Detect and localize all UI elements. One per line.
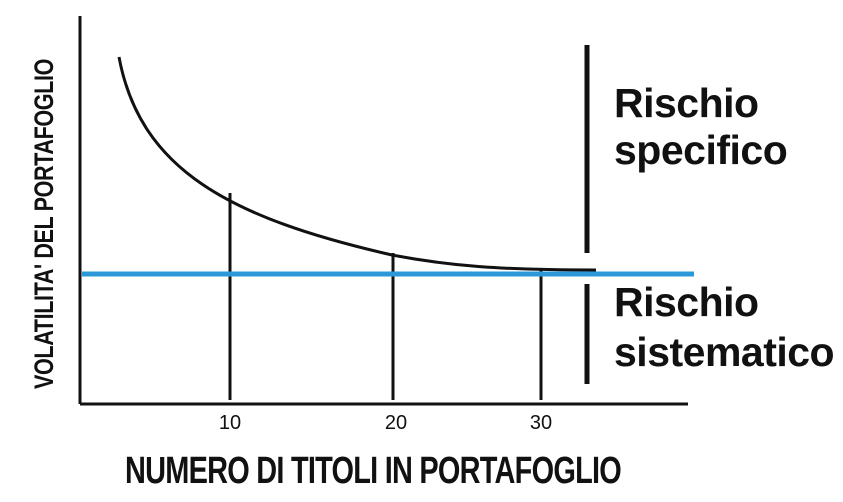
x-axis-title: NUMERO DI TITOLI IN PORTAFOGLIO bbox=[125, 450, 621, 492]
x-tick-label-10: 10 bbox=[219, 412, 241, 434]
total-risk-curve bbox=[117, 56, 597, 272]
y-axis-title: VOLATILITA' DEL PORTAFOGLIO bbox=[29, 59, 59, 389]
systematic-risk-label-line1: Rischio bbox=[614, 279, 759, 325]
specific-risk-label-line2: specifico bbox=[614, 127, 787, 173]
x-tick-label-30: 30 bbox=[530, 412, 552, 434]
specific-risk-label-line1: Rischio bbox=[614, 80, 759, 126]
x-tick-label-20: 20 bbox=[385, 412, 407, 434]
systematic-risk-label-line2: sistematico bbox=[614, 329, 834, 375]
